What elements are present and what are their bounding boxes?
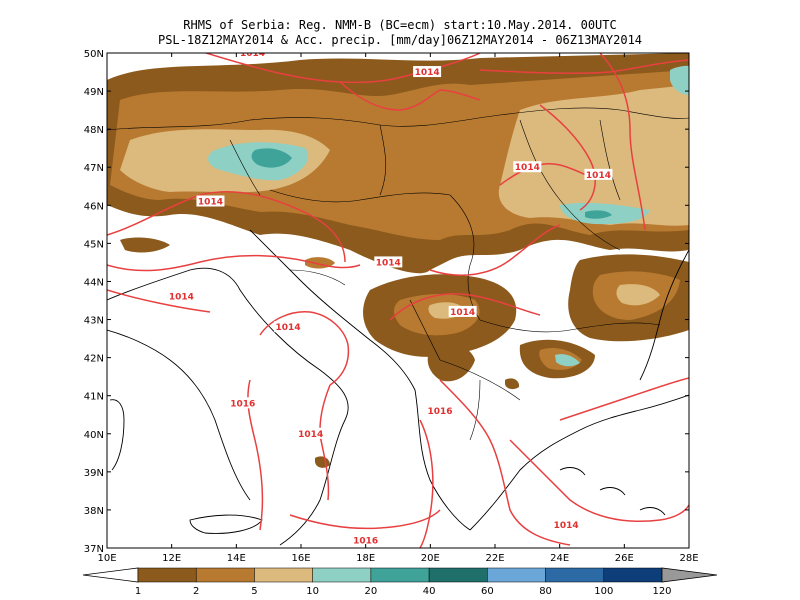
colorbar-over-triangle [661, 567, 718, 583]
isobar-label-text: 1016 [230, 399, 255, 409]
colorbar-swatch [254, 567, 313, 583]
isobar-label: 1014 [552, 519, 581, 531]
x-tick-label: 28E [679, 553, 698, 564]
isobar-label-background [584, 168, 613, 180]
isobar-label-background [413, 66, 442, 78]
isobar-label-text: 1014 [415, 68, 440, 78]
y-tick-label: 46N [84, 201, 104, 212]
isobar-label-background [426, 404, 455, 416]
x-tick-label: 18E [356, 553, 375, 564]
isobar-label-background [513, 161, 542, 173]
colorbar-label: 120 [652, 586, 671, 597]
isobars [107, 53, 689, 548]
colorbar-label: 80 [539, 586, 552, 597]
y-tick-label: 50N [84, 49, 104, 60]
isobar-label: 1014 [413, 66, 442, 78]
y-tick-label: 37N [84, 544, 104, 555]
colorbar-label: 20 [365, 586, 378, 597]
isobar-label-text: 1014 [240, 49, 265, 59]
isobar-label-text: 1014 [169, 293, 194, 303]
isobar-label-background [274, 321, 303, 333]
colorbar-label: 1 [135, 586, 141, 597]
colorbar-swatch [137, 567, 197, 583]
isobar-label-text: 1016 [353, 536, 378, 546]
colorbar-under-triangle [82, 567, 139, 583]
isobar-label: 1016 [228, 397, 257, 409]
isobar-label: 1016 [426, 404, 455, 417]
y-tick-label: 40N [84, 430, 104, 441]
y-tick-label: 42N [84, 354, 104, 365]
y-tick-label: 39N [84, 468, 104, 479]
x-tick-label: 10E [97, 553, 116, 564]
x-axis: 10E 12E 14E 16E 18E 20E 22E 24E 26E 28E [97, 53, 699, 564]
colorbar-swatch [428, 567, 488, 583]
isobar-label-background [196, 195, 225, 207]
isobar-label-text: 1014 [586, 171, 611, 181]
map-plot-area: 1014 1014 1014 1014 1014 1014 1014 1014 1014 1016… [107, 49, 689, 548]
map-title-line-2: PSL-18Z12MAY2014 & Acc. precip. [mm/day]… [157, 33, 643, 47]
isobar-label-background [238, 53, 267, 58]
colorbar-swatch [312, 567, 372, 583]
colorbar-label: 10 [306, 586, 319, 597]
y-tick-label: 45N [84, 239, 104, 250]
isobar-labels: 1014 1014 1014 1014 1014 1014 1014 1014 1014 1016… [167, 49, 613, 546]
isobar-label: 1014 [584, 168, 613, 181]
colorbar: 1 2 5 10 20 40 60 80 100 120 [82, 567, 718, 597]
colorbar-swatch [195, 567, 255, 583]
y-tick-label: 47N [84, 163, 104, 174]
y-tick-label: 41N [84, 392, 104, 403]
isobar-label-background [374, 256, 403, 268]
y-tick-label: 44N [84, 277, 104, 288]
colorbar-swatch [487, 567, 546, 583]
isobar-label-background [296, 427, 325, 439]
x-tick-label: 20E [421, 553, 440, 564]
x-tick-label: 26E [615, 553, 634, 564]
isobar-label: 1014 [513, 161, 542, 173]
isobar-label-text: 1014 [198, 198, 223, 208]
x-tick-label: 22E [485, 553, 504, 564]
isobar-label-text: 1014 [450, 308, 475, 318]
isobar-label-text: 1014 [298, 430, 323, 440]
x-tick-label: 12E [162, 553, 181, 564]
x-tick-label: 24E [550, 553, 569, 564]
isobar-label: 1014 [196, 195, 225, 208]
x-tick-label: 14E [227, 553, 246, 564]
y-tick-label: 43N [84, 316, 104, 327]
x-tick-label: 16E [291, 553, 310, 564]
y-axis: 37N 38N 39N 40N 41N 42N 43N 44N 45N 46N 47N 48N 49N 5… [84, 49, 689, 555]
y-tick-label: 38N [84, 506, 104, 517]
colorbar-swatch [545, 567, 605, 583]
isobar-label-text: 1014 [376, 258, 401, 268]
y-tick-label: 48N [84, 125, 104, 136]
isobar-label-text: 1014 [276, 323, 301, 333]
isobar-label-background [552, 519, 581, 531]
isobar-label-background [351, 534, 380, 546]
isobar-label: 1014 [448, 305, 477, 318]
isobar-label: 1014 [238, 49, 267, 59]
isobar-label: 1014 [274, 321, 303, 333]
y-tick-label: 49N [84, 87, 104, 98]
plot-frame [106, 52, 690, 549]
precipitation-field [107, 53, 689, 468]
map-title-line-1: RHMS of Serbia: Reg. NMM-B (BC=ecm) star… [183, 18, 617, 32]
isobar-label: 1014 [374, 256, 403, 268]
isobar-label-text: 1014 [515, 163, 540, 173]
colorbar-label: 2 [193, 586, 199, 597]
isobar-label-background [228, 397, 257, 409]
isobar-label-background [448, 305, 477, 317]
isobar-label-background [167, 290, 196, 302]
isobar-label: 1014 [167, 290, 196, 303]
colorbar-swatch [370, 567, 430, 583]
isobar-label: 1014 [296, 427, 325, 440]
colorbar-label: 60 [481, 586, 494, 597]
colorbar-label: 5 [251, 586, 257, 597]
isobar-label-text: 1016 [428, 407, 453, 417]
colorbar-swatch [603, 567, 663, 583]
isobar-label: 1016 [351, 534, 380, 546]
isobar-label-text: 1014 [554, 521, 579, 531]
colorbar-label: 100 [594, 586, 613, 597]
colorbar-label: 40 [423, 586, 436, 597]
